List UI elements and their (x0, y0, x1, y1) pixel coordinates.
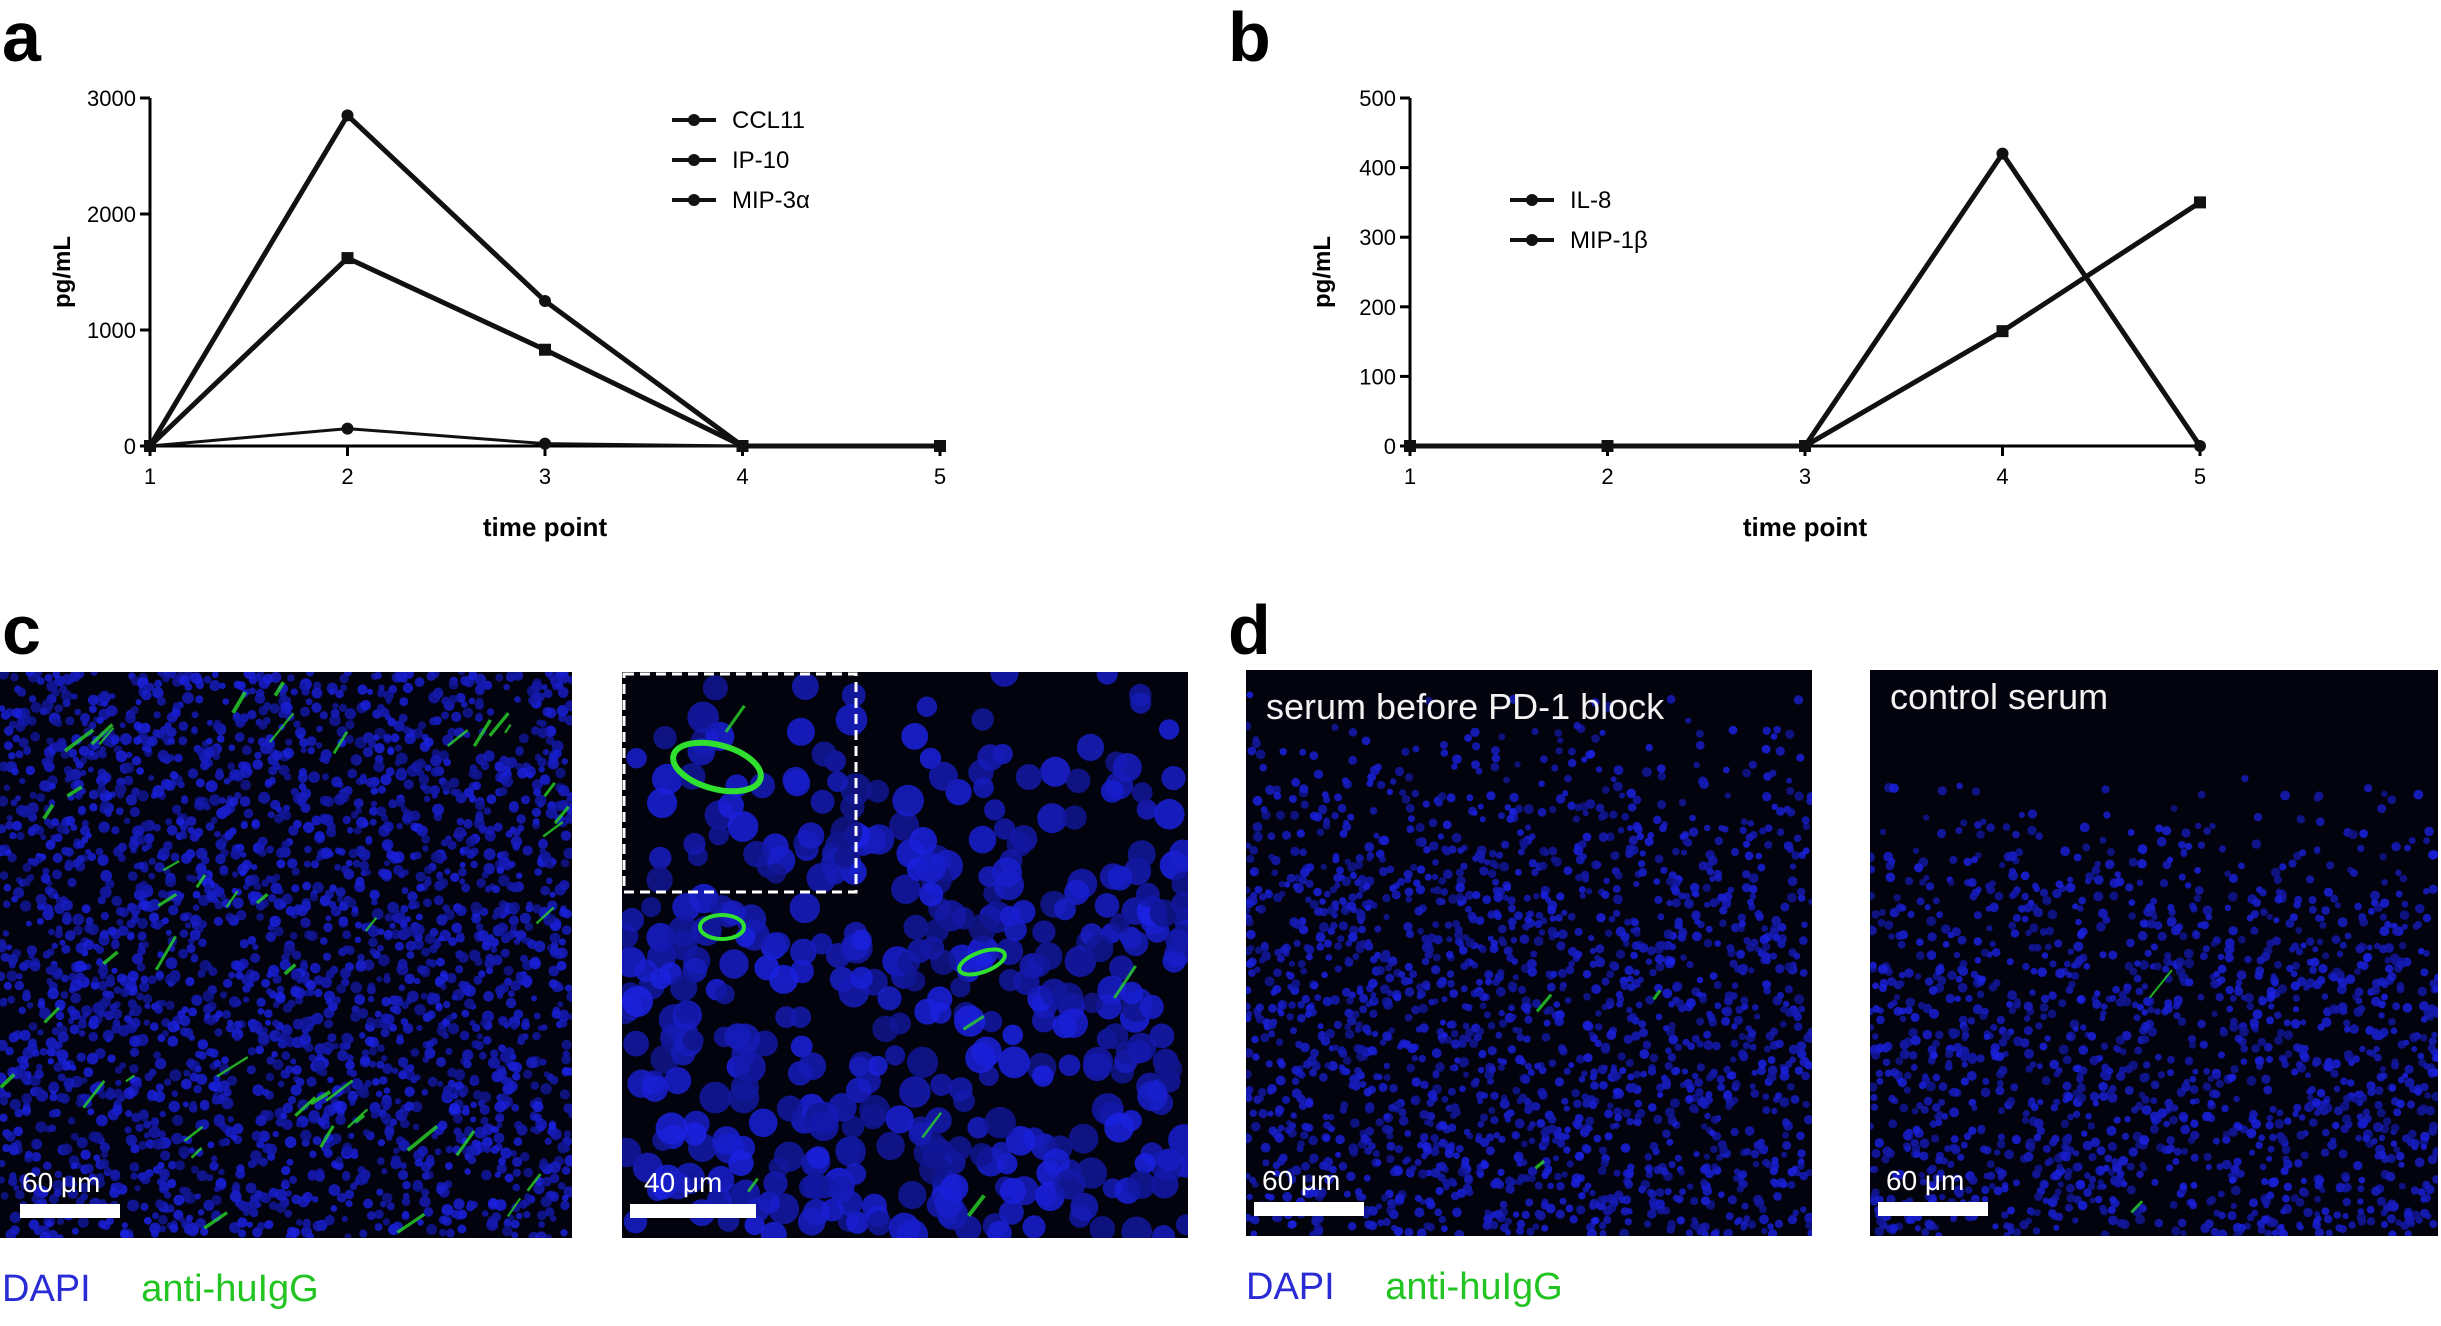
scale-label: 60 μm (22, 1167, 101, 1198)
legend-marker (688, 114, 700, 126)
data-point (1996, 325, 2009, 338)
data-point (934, 440, 946, 452)
y-tick-label: 2000 (87, 202, 136, 227)
legend-d: DAPI anti-huIgG (1246, 1266, 1603, 1309)
y-tick-label: 3000 (87, 86, 136, 111)
y-tick-label: 0 (124, 434, 136, 459)
axes: 0 1000 2000 3000 1 2 3 4 5 time point pg/mL (49, 86, 946, 542)
data-point (2194, 196, 2206, 209)
micrograph-d-left: serum before PD-1 block 60 μm (1246, 670, 1812, 1236)
legend: IL-8 MIP-1β (1510, 187, 1648, 254)
legend-label: IL-8 (1570, 187, 1611, 214)
micrograph-c-left: 60 μm (0, 672, 572, 1238)
panel-letter-b: b (1228, 0, 1271, 76)
x-tick-label: 1 (1404, 464, 1416, 489)
legend-marker (1526, 194, 1538, 206)
y-tick-label: 500 (1359, 86, 1396, 111)
panel-letter-c: c (2, 591, 41, 669)
nuclei-cells (1870, 775, 2438, 1236)
nuclei-cells (0, 672, 572, 1238)
legend-dapi: DAPI (2, 1268, 91, 1310)
legend-marker (1526, 234, 1538, 246)
series-ccl11 (144, 109, 946, 452)
data-point (1601, 440, 1614, 452)
legend: CCL11 IP-10 MIP-3α (672, 107, 810, 214)
x-tick-label: 5 (934, 464, 946, 489)
igg-signal (724, 704, 1137, 1217)
line-chart-a: 0 1000 2000 3000 1 2 3 4 5 time point pg/mL CCL11 IP… (49, 86, 946, 542)
y-tick-label: 300 (1359, 225, 1396, 250)
series-mip-3- (144, 422, 946, 452)
micrograph-c-right: 40 μm (622, 672, 1188, 1238)
data-point (1799, 440, 1811, 452)
series-line (147, 111, 940, 449)
legend-dapi: DAPI (1246, 1266, 1335, 1308)
legend-marker (688, 154, 700, 166)
data-point (144, 440, 156, 452)
x-tick-label: 3 (539, 464, 551, 489)
panel-letter-a: a (2, 0, 41, 76)
line-chart-b: 0 100 200 300 400 500 1 2 3 4 5 time point pg/mL IL-8… (1309, 86, 2206, 542)
y-axis-label: pg/mL (49, 236, 76, 308)
inset-igg-cell (670, 739, 764, 795)
data-point (539, 295, 551, 307)
igg-cell (698, 913, 746, 941)
nuclei-cells (622, 672, 1188, 1238)
inset-box (622, 672, 858, 894)
legend-anti-huigg: anti-huIgG (141, 1268, 319, 1310)
series-il-8 (1404, 147, 2206, 452)
igg-signal (0, 681, 570, 1234)
igg-signal (2130, 969, 2173, 1214)
scale-bar (20, 1204, 120, 1218)
x-tick-label: 1 (144, 464, 156, 489)
legend-label: MIP-3α (732, 187, 810, 214)
legend-marker (688, 194, 700, 206)
y-axis-label: pg/mL (1309, 236, 1336, 308)
data-point (341, 109, 354, 122)
legend-anti-huigg: anti-huIgG (1385, 1266, 1563, 1308)
x-tick-label: 2 (1601, 464, 1613, 489)
x-axis-label: time point (483, 512, 608, 542)
axes: 0 100 200 300 400 500 1 2 3 4 5 time point pg/mL (1309, 86, 2206, 542)
igg-cell (957, 947, 1007, 977)
igg-signal (1534, 989, 1662, 1170)
legend-c: DAPI anti-huIgG (2, 1268, 359, 1311)
data-point (736, 440, 749, 452)
y-tick-label: 400 (1359, 156, 1396, 181)
series-ip-10 (144, 252, 946, 452)
data-point (341, 252, 354, 265)
x-tick-label: 2 (341, 464, 353, 489)
data-point (539, 437, 551, 450)
x-tick-label: 4 (1996, 464, 2008, 489)
micrograph-d-right: control serum 60 μm (1870, 670, 2438, 1236)
y-tick-label: 100 (1359, 364, 1396, 389)
data-point (539, 343, 551, 356)
legend-label: IP-10 (732, 147, 789, 174)
scale-label: 40 μm (644, 1167, 723, 1198)
data-point (2194, 440, 2206, 452)
scale-bar (1254, 1202, 1364, 1216)
scale-label: 60 μm (1262, 1165, 1341, 1196)
nuclei-cells (1246, 691, 1812, 1236)
scale-label: 60 μm (1886, 1165, 1965, 1196)
scale-bar (630, 1204, 756, 1218)
y-tick-label: 1000 (87, 318, 136, 343)
y-tick-label: 200 (1359, 295, 1396, 320)
micrograph-title: serum before PD-1 block (1266, 686, 1665, 727)
legend-label: MIP-1β (1570, 227, 1648, 254)
x-axis-label: time point (1743, 512, 1868, 542)
x-tick-label: 5 (2194, 464, 2206, 489)
data-point (1404, 440, 1416, 452)
scale-bar (1878, 1202, 1988, 1216)
data-point (1996, 147, 2009, 160)
x-tick-label: 3 (1799, 464, 1811, 489)
data-point (341, 422, 354, 435)
series-mip-1- (1404, 196, 2206, 452)
panel-letter-d: d (1228, 591, 1271, 669)
y-tick-label: 0 (1384, 434, 1396, 459)
x-tick-label: 4 (736, 464, 748, 489)
micrograph-title: control serum (1890, 676, 2109, 717)
legend-label: CCL11 (732, 107, 805, 134)
